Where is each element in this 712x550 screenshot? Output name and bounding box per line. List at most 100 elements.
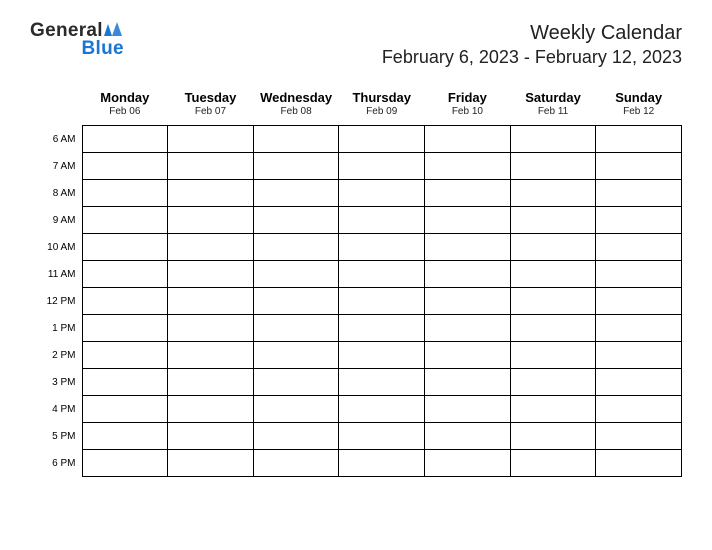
calendar-cell[interactable] <box>168 423 254 450</box>
calendar-cell[interactable] <box>425 423 511 450</box>
calendar-cell[interactable] <box>253 342 339 369</box>
calendar-cell[interactable] <box>253 423 339 450</box>
calendar-cell[interactable] <box>168 207 254 234</box>
hour-row: 6 PM <box>30 450 682 477</box>
calendar-cell[interactable] <box>510 423 596 450</box>
calendar-cell[interactable] <box>168 234 254 261</box>
calendar-cell[interactable] <box>253 396 339 423</box>
calendar-cell[interactable] <box>510 207 596 234</box>
calendar-cell[interactable] <box>82 423 168 450</box>
calendar-cell[interactable] <box>425 180 511 207</box>
calendar-cell[interactable] <box>82 396 168 423</box>
calendar-cell[interactable] <box>339 261 425 288</box>
time-col-spacer <box>30 86 82 105</box>
calendar-cell[interactable] <box>425 261 511 288</box>
calendar-cell[interactable] <box>425 153 511 180</box>
calendar-cell[interactable] <box>168 288 254 315</box>
calendar-cell[interactable] <box>596 261 682 288</box>
calendar-cell[interactable] <box>168 342 254 369</box>
time-label: 6 AM <box>30 126 82 153</box>
time-label: 11 AM <box>30 261 82 288</box>
calendar-cell[interactable] <box>596 396 682 423</box>
calendar-cell[interactable] <box>339 153 425 180</box>
calendar-cell[interactable] <box>596 153 682 180</box>
calendar-cell[interactable] <box>253 450 339 477</box>
calendar-cell[interactable] <box>168 180 254 207</box>
calendar-cell[interactable] <box>339 369 425 396</box>
calendar-cell[interactable] <box>510 288 596 315</box>
calendar-cell[interactable] <box>82 288 168 315</box>
calendar-cell[interactable] <box>339 126 425 153</box>
calendar-cell[interactable] <box>168 153 254 180</box>
calendar-cell[interactable] <box>596 342 682 369</box>
calendar-cell[interactable] <box>425 369 511 396</box>
time-label: 4 PM <box>30 396 82 423</box>
calendar-cell[interactable] <box>168 369 254 396</box>
calendar-cell[interactable] <box>596 126 682 153</box>
calendar-cell[interactable] <box>339 234 425 261</box>
calendar-cell[interactable] <box>82 450 168 477</box>
calendar-cell[interactable] <box>510 342 596 369</box>
calendar-cell[interactable] <box>253 126 339 153</box>
calendar-cell[interactable] <box>510 315 596 342</box>
calendar-cell[interactable] <box>596 207 682 234</box>
calendar-cell[interactable] <box>253 207 339 234</box>
calendar-cell[interactable] <box>82 261 168 288</box>
calendar-cell[interactable] <box>168 396 254 423</box>
calendar-cell[interactable] <box>596 369 682 396</box>
calendar-cell[interactable] <box>82 180 168 207</box>
calendar-cell[interactable] <box>82 315 168 342</box>
calendar-cell[interactable] <box>596 288 682 315</box>
calendar-cell[interactable] <box>510 126 596 153</box>
calendar-cell[interactable] <box>339 342 425 369</box>
calendar-cell[interactable] <box>168 450 254 477</box>
calendar-cell[interactable] <box>425 342 511 369</box>
calendar-cell[interactable] <box>425 315 511 342</box>
calendar-cell[interactable] <box>425 450 511 477</box>
calendar-cell[interactable] <box>253 315 339 342</box>
calendar-cell[interactable] <box>339 180 425 207</box>
calendar-cell[interactable] <box>339 423 425 450</box>
calendar-cell[interactable] <box>253 261 339 288</box>
time-label: 2 PM <box>30 342 82 369</box>
calendar-cell[interactable] <box>425 234 511 261</box>
calendar-cell[interactable] <box>339 315 425 342</box>
calendar-cell[interactable] <box>510 180 596 207</box>
calendar-cell[interactable] <box>339 288 425 315</box>
calendar-cell[interactable] <box>596 315 682 342</box>
calendar-cell[interactable] <box>253 180 339 207</box>
calendar-cell[interactable] <box>510 153 596 180</box>
calendar-cell[interactable] <box>596 180 682 207</box>
calendar-cell[interactable] <box>596 234 682 261</box>
calendar-cell[interactable] <box>596 423 682 450</box>
day-header: Saturday <box>510 86 596 105</box>
calendar-cell[interactable] <box>82 342 168 369</box>
calendar-cell[interactable] <box>82 153 168 180</box>
calendar-cell[interactable] <box>253 288 339 315</box>
calendar-cell[interactable] <box>82 207 168 234</box>
calendar-cell[interactable] <box>82 234 168 261</box>
calendar-cell[interactable] <box>253 234 339 261</box>
calendar-cell[interactable] <box>168 126 254 153</box>
time-label: 12 PM <box>30 288 82 315</box>
calendar-cell[interactable] <box>339 207 425 234</box>
calendar-cell[interactable] <box>168 315 254 342</box>
calendar-cell[interactable] <box>596 450 682 477</box>
calendar-cell[interactable] <box>82 369 168 396</box>
calendar-cell[interactable] <box>253 153 339 180</box>
calendar-cell[interactable] <box>510 234 596 261</box>
calendar-cell[interactable] <box>82 126 168 153</box>
calendar-cell[interactable] <box>510 396 596 423</box>
calendar-cell[interactable] <box>339 396 425 423</box>
calendar-cell[interactable] <box>339 450 425 477</box>
calendar-cell[interactable] <box>510 261 596 288</box>
calendar-cell[interactable] <box>425 288 511 315</box>
calendar-cell[interactable] <box>510 450 596 477</box>
calendar-cell[interactable] <box>168 261 254 288</box>
calendar-cell[interactable] <box>425 207 511 234</box>
calendar-cell[interactable] <box>510 369 596 396</box>
hour-row: 10 AM <box>30 234 682 261</box>
calendar-cell[interactable] <box>253 369 339 396</box>
calendar-cell[interactable] <box>425 126 511 153</box>
calendar-cell[interactable] <box>425 396 511 423</box>
